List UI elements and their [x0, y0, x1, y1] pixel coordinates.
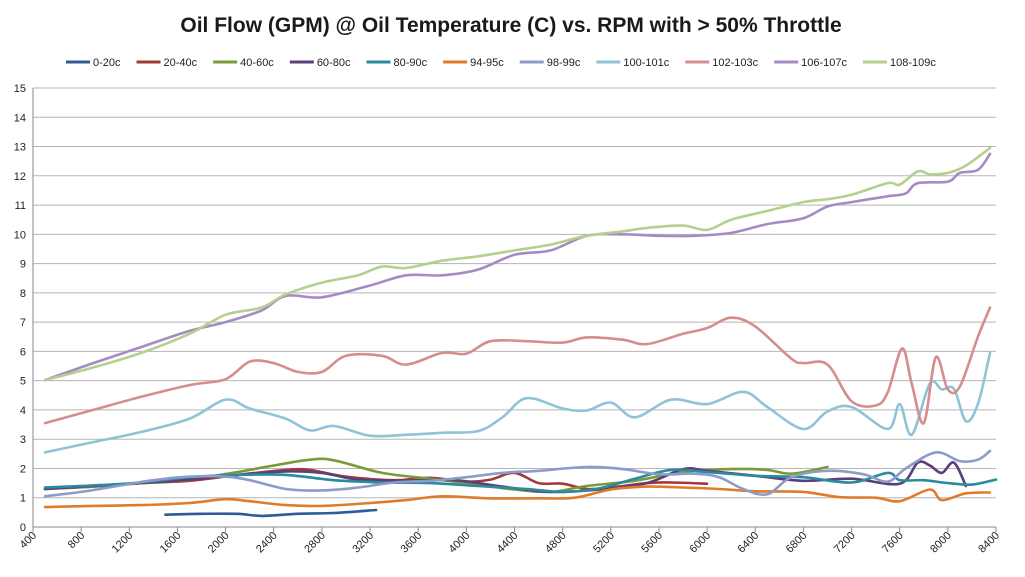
- legend-label: 102-103c: [712, 57, 758, 69]
- legend: 0-20c 20-40c 40-60c 60-80c 80-90c 94-95c 98-99…: [66, 57, 936, 69]
- y-tick-label: 3: [20, 434, 26, 446]
- y-tick-label: 5: [20, 376, 26, 388]
- x-tick-label: 3200: [350, 530, 376, 556]
- legend-label: 100-101c: [623, 57, 669, 69]
- y-tick-label: 8: [20, 288, 26, 300]
- x-tick-label: 1600: [158, 530, 184, 556]
- y-tick-label: 2: [20, 463, 26, 475]
- y-tick-label: 0: [20, 522, 26, 534]
- legend-label: 108-109c: [890, 57, 936, 69]
- series-line-94-95c: [43, 485, 992, 509]
- y-tick-label: 13: [14, 142, 26, 154]
- y-tick-label: 9: [20, 259, 26, 271]
- legend-label: 0-20c: [93, 57, 121, 69]
- legend-label: 94-95c: [470, 57, 504, 69]
- x-tick-label: 4400: [495, 530, 521, 556]
- gridlines: [33, 87, 996, 499]
- x-tick-label: 4800: [543, 530, 569, 556]
- y-tick-label: 10: [14, 229, 26, 241]
- x-tick-label: 5600: [639, 530, 665, 556]
- y-tick-label: 15: [14, 83, 26, 95]
- y-tick-label: 4: [20, 405, 26, 417]
- y-tick-label: 1: [20, 493, 26, 505]
- series-lines: [43, 146, 998, 518]
- x-tick-label: 2400: [254, 530, 280, 556]
- x-tick-label: 4000: [447, 530, 473, 556]
- series-line-102-103c: [43, 306, 992, 425]
- series-line-80-90c: [43, 468, 998, 494]
- legend-label: 20-40c: [164, 57, 198, 69]
- x-tick-label: 1200: [110, 530, 136, 556]
- x-tick-label: 2000: [206, 530, 232, 556]
- axes: [32, 88, 996, 528]
- y-tick-label: 12: [14, 171, 26, 183]
- series-line-100-101c: [43, 351, 992, 454]
- x-tick-labels: 400 800 1200 1600 2000 2400 2800 3200 3600 4000 44…: [18, 527, 1002, 555]
- y-tick-label: 14: [14, 112, 26, 124]
- x-tick-label: 5200: [591, 530, 617, 556]
- chart-title: Oil Flow (GPM) @ Oil Temperature (C) vs.…: [180, 14, 841, 37]
- series-line-106-107c: [43, 152, 992, 382]
- legend-label: 80-90c: [393, 57, 427, 69]
- series-line-0-20c: [164, 508, 378, 518]
- x-tick-label: 7200: [832, 530, 858, 556]
- legend-label: 106-107c: [801, 57, 847, 69]
- x-tick-label: 7600: [880, 530, 906, 556]
- x-tick-label: 800: [66, 530, 87, 551]
- x-tick-label: 8000: [928, 530, 954, 556]
- x-tick-label: 6800: [784, 530, 810, 556]
- y-tick-label: 7: [20, 317, 26, 329]
- x-tick-label: 3600: [399, 530, 425, 556]
- series-line-98-99c: [43, 449, 992, 498]
- x-tick-label: 2800: [302, 530, 328, 556]
- y-tick-label: 6: [20, 346, 26, 358]
- x-tick-label: 6400: [736, 530, 762, 556]
- x-tick-label: 6000: [687, 530, 713, 556]
- series-line-108-109c: [43, 146, 992, 382]
- legend-label: 60-80c: [317, 57, 351, 69]
- x-tick-label: 8400: [976, 530, 1002, 556]
- legend-label: 40-60c: [240, 57, 274, 69]
- y-tick-label: 11: [15, 200, 26, 212]
- legend-label: 98-99c: [547, 57, 581, 69]
